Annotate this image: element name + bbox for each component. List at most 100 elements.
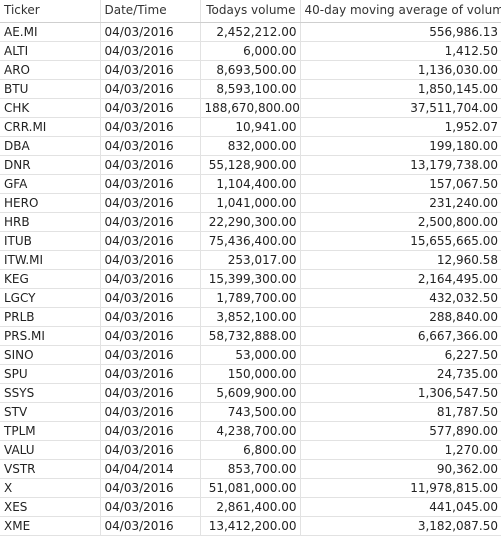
cell-date-time: 04/03/2016 [100,345,201,365]
cell-moving-average: 432,032.50 [300,288,501,308]
cell-date-time: 04/03/2016 [100,117,201,137]
table-row[interactable]: HRB 04/03/2016 22,290,300.00 2,500,800.00 [0,212,501,232]
table-row[interactable]: PRLB 04/03/2016 3,852,100.00 288,840.00 [0,307,501,327]
column-header-moving-average[interactable]: 40-day moving average of volume [300,0,501,23]
cell-moving-average: 3,182,087.50 [300,516,501,536]
cell-moving-average: 81,787.50 [300,402,501,422]
cell-todays-volume: 8,693,500.00 [200,60,301,80]
table-row[interactable]: ITUB 04/03/2016 75,436,400.00 15,655,665.00 [0,231,501,251]
cell-date-time: 04/03/2016 [100,136,201,156]
table-row[interactable]: PRS.MI 04/03/2016 58,732,888.00 6,667,366.0… [0,326,501,346]
table-row[interactable]: HERO 04/03/2016 1,041,000.00 231,240.00 [0,193,501,213]
cell-ticker: KEG [0,269,101,289]
cell-ticker: ARO [0,60,101,80]
cell-moving-average: 556,986.13 [300,22,501,42]
cell-todays-volume: 188,670,800.00 [200,98,301,118]
cell-todays-volume: 22,290,300.00 [200,212,301,232]
cell-todays-volume: 1,789,700.00 [200,288,301,308]
cell-moving-average: 11,978,815.00 [300,478,501,498]
column-header-todays-volume[interactable]: Todays volume [200,0,301,23]
column-header-date-time[interactable]: Date/Time [100,0,201,23]
cell-date-time: 04/03/2016 [100,497,201,517]
cell-moving-average: 231,240.00 [300,193,501,213]
cell-todays-volume: 4,238,700.00 [200,421,301,441]
table-row[interactable]: DBA 04/03/2016 832,000.00 199,180.00 [0,136,501,156]
cell-moving-average: 24,735.00 [300,364,501,384]
table-row[interactable]: X 04/03/2016 51,081,000.00 11,978,815.00 [0,478,501,498]
cell-todays-volume: 3,852,100.00 [200,307,301,327]
table-row[interactable]: ALTI 04/03/2016 6,000.00 1,412.50 [0,41,501,61]
cell-todays-volume: 6,000.00 [200,41,301,61]
cell-moving-average: 37,511,704.00 [300,98,501,118]
cell-date-time: 04/03/2016 [100,174,201,194]
table-row[interactable]: AE.MI 04/03/2016 2,452,212.00 556,986.13 [0,22,501,42]
table-row[interactable]: BTU 04/03/2016 8,593,100.00 1,850,145.00 [0,79,501,99]
cell-ticker: HERO [0,193,101,213]
cell-ticker: ALTI [0,41,101,61]
table-row[interactable]: XME 04/03/2016 13,412,200.00 3,182,087.50 [0,516,501,536]
cell-todays-volume: 853,700.00 [200,459,301,479]
table-row[interactable]: STV 04/03/2016 743,500.00 81,787.50 [0,402,501,422]
cell-date-time: 04/03/2016 [100,307,201,327]
cell-date-time: 04/03/2016 [100,41,201,61]
table-row[interactable]: ARO 04/03/2016 8,693,500.00 1,136,030.00 [0,60,501,80]
table-row[interactable]: CRR.MI 04/03/2016 10,941.00 1,952.07 [0,117,501,137]
cell-ticker: TPLM [0,421,101,441]
table-row[interactable]: VSTR 04/04/2014 853,700.00 90,362.00 [0,459,501,479]
table-row[interactable]: KEG 04/03/2016 15,399,300.00 2,164,495.00 [0,269,501,289]
cell-moving-average: 2,164,495.00 [300,269,501,289]
cell-moving-average: 1,270.00 [300,440,501,460]
header-row: Ticker Date/Time Todays volume 40-day mo… [0,0,501,23]
cell-moving-average: 12,960.58 [300,250,501,270]
cell-moving-average: 1,412.50 [300,41,501,61]
cell-ticker: BTU [0,79,101,99]
cell-date-time: 04/03/2016 [100,250,201,270]
cell-todays-volume: 5,609,900.00 [200,383,301,403]
table-row[interactable]: GFA 04/03/2016 1,104,400.00 157,067.50 [0,174,501,194]
cell-todays-volume: 13,412,200.00 [200,516,301,536]
cell-todays-volume: 55,128,900.00 [200,155,301,175]
cell-todays-volume: 58,732,888.00 [200,326,301,346]
cell-date-time: 04/03/2016 [100,269,201,289]
cell-todays-volume: 53,000.00 [200,345,301,365]
cell-date-time: 04/03/2016 [100,193,201,213]
cell-date-time: 04/03/2016 [100,421,201,441]
table-row[interactable]: ITW.MI 04/03/2016 253,017.00 12,960.58 [0,250,501,270]
cell-date-time: 04/03/2016 [100,212,201,232]
cell-ticker: ITW.MI [0,250,101,270]
table-row[interactable]: DNR 04/03/2016 55,128,900.00 13,179,738.00 [0,155,501,175]
cell-todays-volume: 1,104,400.00 [200,174,301,194]
cell-date-time: 04/03/2016 [100,60,201,80]
cell-date-time: 04/03/2016 [100,22,201,42]
cell-date-time: 04/03/2016 [100,79,201,99]
cell-ticker: XES [0,497,101,517]
cell-moving-average: 6,227.50 [300,345,501,365]
table-row[interactable]: SINO 04/03/2016 53,000.00 6,227.50 [0,345,501,365]
cell-todays-volume: 253,017.00 [200,250,301,270]
cell-todays-volume: 1,041,000.00 [200,193,301,213]
table-row[interactable]: SSYS 04/03/2016 5,609,900.00 1,306,547.50 [0,383,501,403]
table-row[interactable]: LGCY 04/03/2016 1,789,700.00 432,032.50 [0,288,501,308]
cell-date-time: 04/03/2016 [100,478,201,498]
cell-ticker: DBA [0,136,101,156]
cell-todays-volume: 15,399,300.00 [200,269,301,289]
cell-todays-volume: 75,436,400.00 [200,231,301,251]
cell-date-time: 04/03/2016 [100,231,201,251]
column-header-ticker[interactable]: Ticker [0,0,101,23]
cell-date-time: 04/03/2016 [100,383,201,403]
cell-moving-average: 2,500,800.00 [300,212,501,232]
cell-moving-average: 1,850,145.00 [300,79,501,99]
cell-moving-average: 15,655,665.00 [300,231,501,251]
cell-todays-volume: 150,000.00 [200,364,301,384]
cell-date-time: 04/04/2014 [100,459,201,479]
table-row[interactable]: XES 04/03/2016 2,861,400.00 441,045.00 [0,497,501,517]
cell-moving-average: 199,180.00 [300,136,501,156]
table-row[interactable]: SPU 04/03/2016 150,000.00 24,735.00 [0,364,501,384]
cell-moving-average: 577,890.00 [300,421,501,441]
cell-ticker: SSYS [0,383,101,403]
cell-ticker: PRLB [0,307,101,327]
table-row[interactable]: VALU 04/03/2016 6,800.00 1,270.00 [0,440,501,460]
table-row[interactable]: TPLM 04/03/2016 4,238,700.00 577,890.00 [0,421,501,441]
table-row[interactable]: CHK 04/03/2016 188,670,800.00 37,511,704.00 [0,98,501,118]
